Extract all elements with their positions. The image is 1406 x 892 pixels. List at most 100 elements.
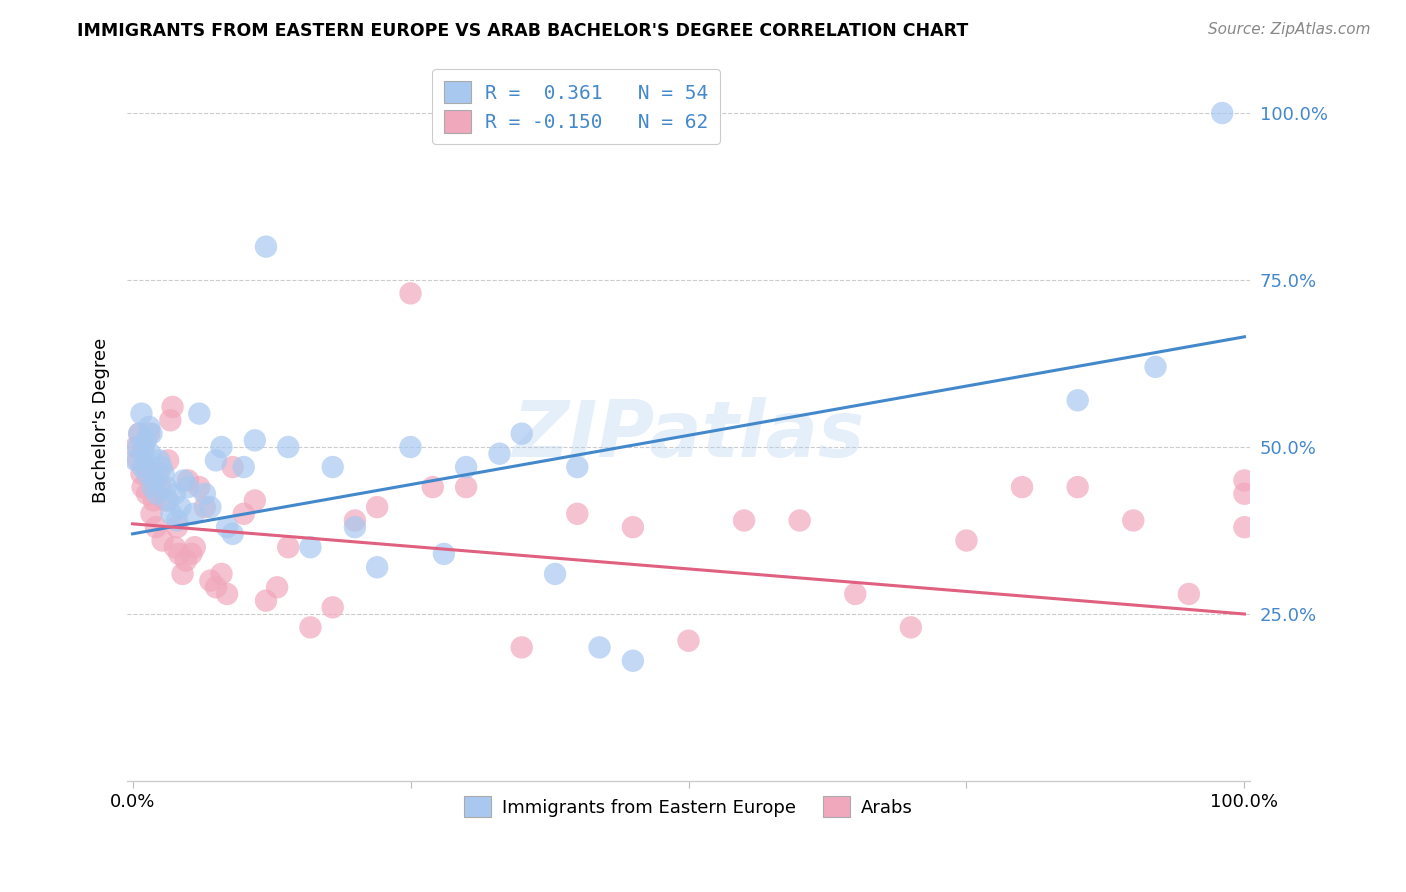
Legend: Immigrants from Eastern Europe, Arabs: Immigrants from Eastern Europe, Arabs — [456, 787, 922, 826]
Point — [1066, 480, 1088, 494]
Point — [138, 420, 160, 434]
Text: Source: ZipAtlas.com: Source: ZipAtlas.com — [1208, 22, 1371, 37]
Point — [399, 440, 422, 454]
Point — [177, 480, 200, 494]
Point — [215, 520, 238, 534]
Point — [621, 654, 644, 668]
Point — [134, 453, 156, 467]
Point — [173, 474, 195, 488]
Point — [128, 426, 150, 441]
Point — [167, 547, 190, 561]
Point — [205, 580, 228, 594]
Point — [221, 526, 243, 541]
Point — [322, 460, 344, 475]
Point — [152, 533, 174, 548]
Point — [127, 453, 149, 467]
Point — [127, 440, 149, 454]
Point — [277, 540, 299, 554]
Point — [131, 460, 153, 475]
Point — [221, 460, 243, 475]
Point — [132, 440, 155, 454]
Point — [149, 480, 172, 494]
Point — [1122, 514, 1144, 528]
Point — [366, 560, 388, 574]
Point — [155, 480, 177, 494]
Point — [900, 620, 922, 634]
Point — [146, 487, 169, 501]
Point — [188, 480, 211, 494]
Point — [131, 407, 153, 421]
Point — [141, 426, 163, 441]
Point — [215, 587, 238, 601]
Point — [141, 507, 163, 521]
Point — [322, 600, 344, 615]
Point — [160, 507, 183, 521]
Point — [162, 400, 184, 414]
Point — [125, 453, 148, 467]
Point — [143, 474, 166, 488]
Point — [131, 480, 153, 494]
Point — [136, 487, 159, 501]
Point — [299, 540, 322, 554]
Point — [621, 520, 644, 534]
Point — [172, 566, 194, 581]
Point — [136, 467, 159, 481]
Point — [588, 640, 610, 655]
Point — [188, 407, 211, 421]
Point — [163, 540, 186, 554]
Point — [146, 467, 169, 481]
Point — [183, 507, 205, 521]
Point — [155, 493, 177, 508]
Point — [277, 440, 299, 454]
Point — [955, 533, 977, 548]
Point — [142, 493, 165, 508]
Point — [232, 460, 254, 475]
Point — [343, 520, 366, 534]
Point — [169, 500, 191, 515]
Point — [1178, 587, 1201, 601]
Point — [166, 514, 188, 528]
Point — [211, 440, 233, 454]
Point — [232, 507, 254, 521]
Point — [733, 514, 755, 528]
Point — [1233, 487, 1256, 501]
Point — [139, 447, 162, 461]
Point — [844, 587, 866, 601]
Point — [299, 620, 322, 634]
Point — [135, 434, 157, 448]
Point — [145, 520, 167, 534]
Point — [148, 453, 170, 467]
Point — [343, 514, 366, 528]
Point — [177, 474, 200, 488]
Point — [433, 547, 456, 561]
Point — [200, 574, 222, 588]
Point — [510, 640, 533, 655]
Point — [422, 480, 444, 494]
Point — [254, 239, 277, 253]
Point — [142, 480, 165, 494]
Point — [163, 487, 186, 501]
Point — [567, 460, 589, 475]
Point — [128, 426, 150, 441]
Point — [567, 507, 589, 521]
Point — [205, 453, 228, 467]
Point — [150, 460, 173, 475]
Point — [152, 467, 174, 481]
Point — [1233, 520, 1256, 534]
Text: IMMIGRANTS FROM EASTERN EUROPE VS ARAB BACHELOR'S DEGREE CORRELATION CHART: IMMIGRANTS FROM EASTERN EUROPE VS ARAB B… — [77, 22, 969, 40]
Point — [243, 493, 266, 508]
Point — [1144, 359, 1167, 374]
Point — [180, 547, 202, 561]
Point — [159, 413, 181, 427]
Point — [184, 540, 207, 554]
Point — [1211, 106, 1233, 120]
Point — [174, 553, 197, 567]
Point — [254, 593, 277, 607]
Point — [789, 514, 811, 528]
Point — [157, 493, 180, 508]
Point — [138, 426, 160, 441]
Point — [544, 566, 567, 581]
Point — [266, 580, 288, 594]
Point — [456, 460, 478, 475]
Point — [1233, 474, 1256, 488]
